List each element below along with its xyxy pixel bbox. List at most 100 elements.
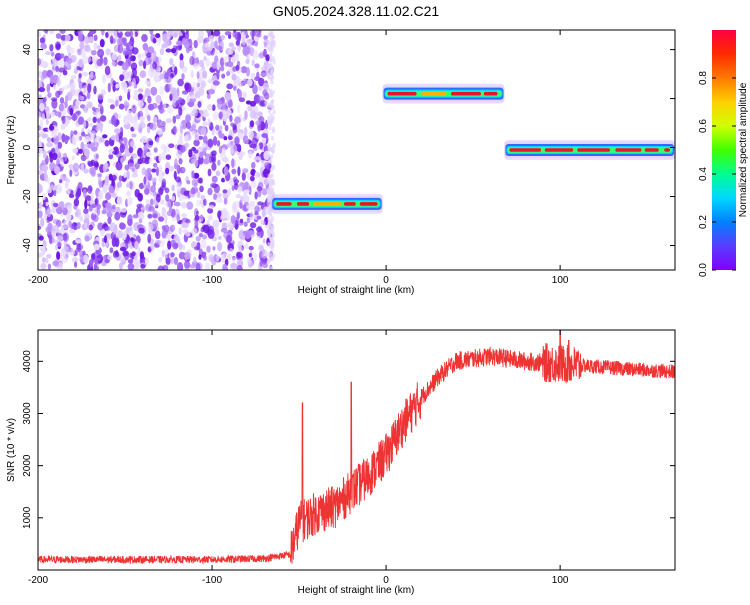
noise-speck [74,210,80,218]
noise-speck [66,204,73,214]
noise-speck [129,181,133,190]
noise-speck [46,83,51,93]
noise-speck [184,252,191,260]
noise-speck [126,196,133,207]
noise-speck [95,142,99,148]
noise-speck [122,50,129,56]
noise-speck [115,99,119,107]
noise-speck [185,30,189,35]
noise-speck [212,111,219,121]
noise-speck [207,207,214,214]
noise-speck [95,126,101,132]
noise-speck [207,168,212,177]
noise-speck [248,253,252,258]
snr-xtick-label: -100 [202,575,222,586]
noise-speck [200,127,207,136]
segment-core [644,148,659,152]
noise-speck [179,32,183,37]
noise-speck [210,151,214,157]
noise-speck [265,54,270,62]
noise-speck [190,94,195,100]
noise-speck [95,108,101,119]
noise-speck [104,175,110,186]
noise-speck [244,110,248,120]
noise-speck [132,122,140,131]
noise-speck [78,58,84,68]
noise-speck [206,245,211,253]
noise-speck [107,82,111,93]
noise-speck [38,70,42,78]
spectrogram-ytick-label: -20 [22,189,33,204]
noise-speck [78,116,84,125]
noise-speck [133,155,138,164]
noise-speck [198,59,205,68]
noise-speck [104,226,111,231]
noise-speck [68,193,75,198]
noise-speck [193,39,198,49]
noise-speck [102,134,108,139]
noise-speck [132,47,139,55]
noise-speck [112,227,118,234]
noise-speck [223,197,228,205]
noise-speck [143,188,150,195]
spectrogram-plot-area [38,30,675,270]
noise-speck [203,113,207,118]
noise-speck [51,152,58,161]
noise-speck [194,133,200,141]
noise-speck [70,190,74,195]
noise-speck [204,42,210,48]
noise-speck [73,162,79,173]
noise-speck [151,177,157,182]
noise-speck [208,204,215,209]
noise-speck [171,195,176,202]
noise-speck [123,172,127,179]
noise-speck [270,229,275,235]
noise-speck [212,80,220,86]
spectrogram-xlabel: Height of straight line (km) [298,285,415,296]
noise-speck [230,215,236,224]
noise-speck [199,185,204,193]
noise-speck [158,153,162,162]
noise-speck [180,201,187,209]
noise-speck [74,69,78,74]
noise-speck [45,201,49,207]
noise-speck [131,133,137,138]
noise-speck [65,94,69,104]
noise-speck [38,252,43,258]
noise-speck [161,178,167,188]
noise-speck [71,134,77,145]
noise-speck [271,41,275,46]
noise-speck [203,56,207,61]
noise-speck [207,138,214,148]
noise-speck [215,197,223,203]
noise-speck [84,195,92,201]
noise-speck [120,157,124,164]
spectrogram-xtick-label: -100 [202,275,222,286]
noise-speck [93,243,100,251]
noise-speck [270,135,275,141]
noise-speck [88,36,94,44]
noise-speck [271,34,275,40]
segment-core [387,91,417,96]
noise-speck [115,83,120,89]
noise-speck [147,68,155,78]
noise-speck [245,58,250,64]
noise-speck [38,58,42,66]
noise-speck [70,223,75,231]
noise-speck [193,149,199,154]
noise-speck [131,67,137,78]
noise-speck [80,141,85,151]
noise-speck [186,95,190,103]
noise-speck [70,82,76,90]
noise-speck [132,214,139,219]
noise-speck [45,118,49,126]
noise-speck [266,87,270,93]
noise-speck [191,178,198,187]
noise-speck [201,251,207,256]
spectrogram-ytick-label: -40 [22,238,33,253]
noise-speck [247,105,253,112]
noise-speck [222,263,228,270]
noise-speck [55,65,59,72]
noise-speck [243,30,248,36]
